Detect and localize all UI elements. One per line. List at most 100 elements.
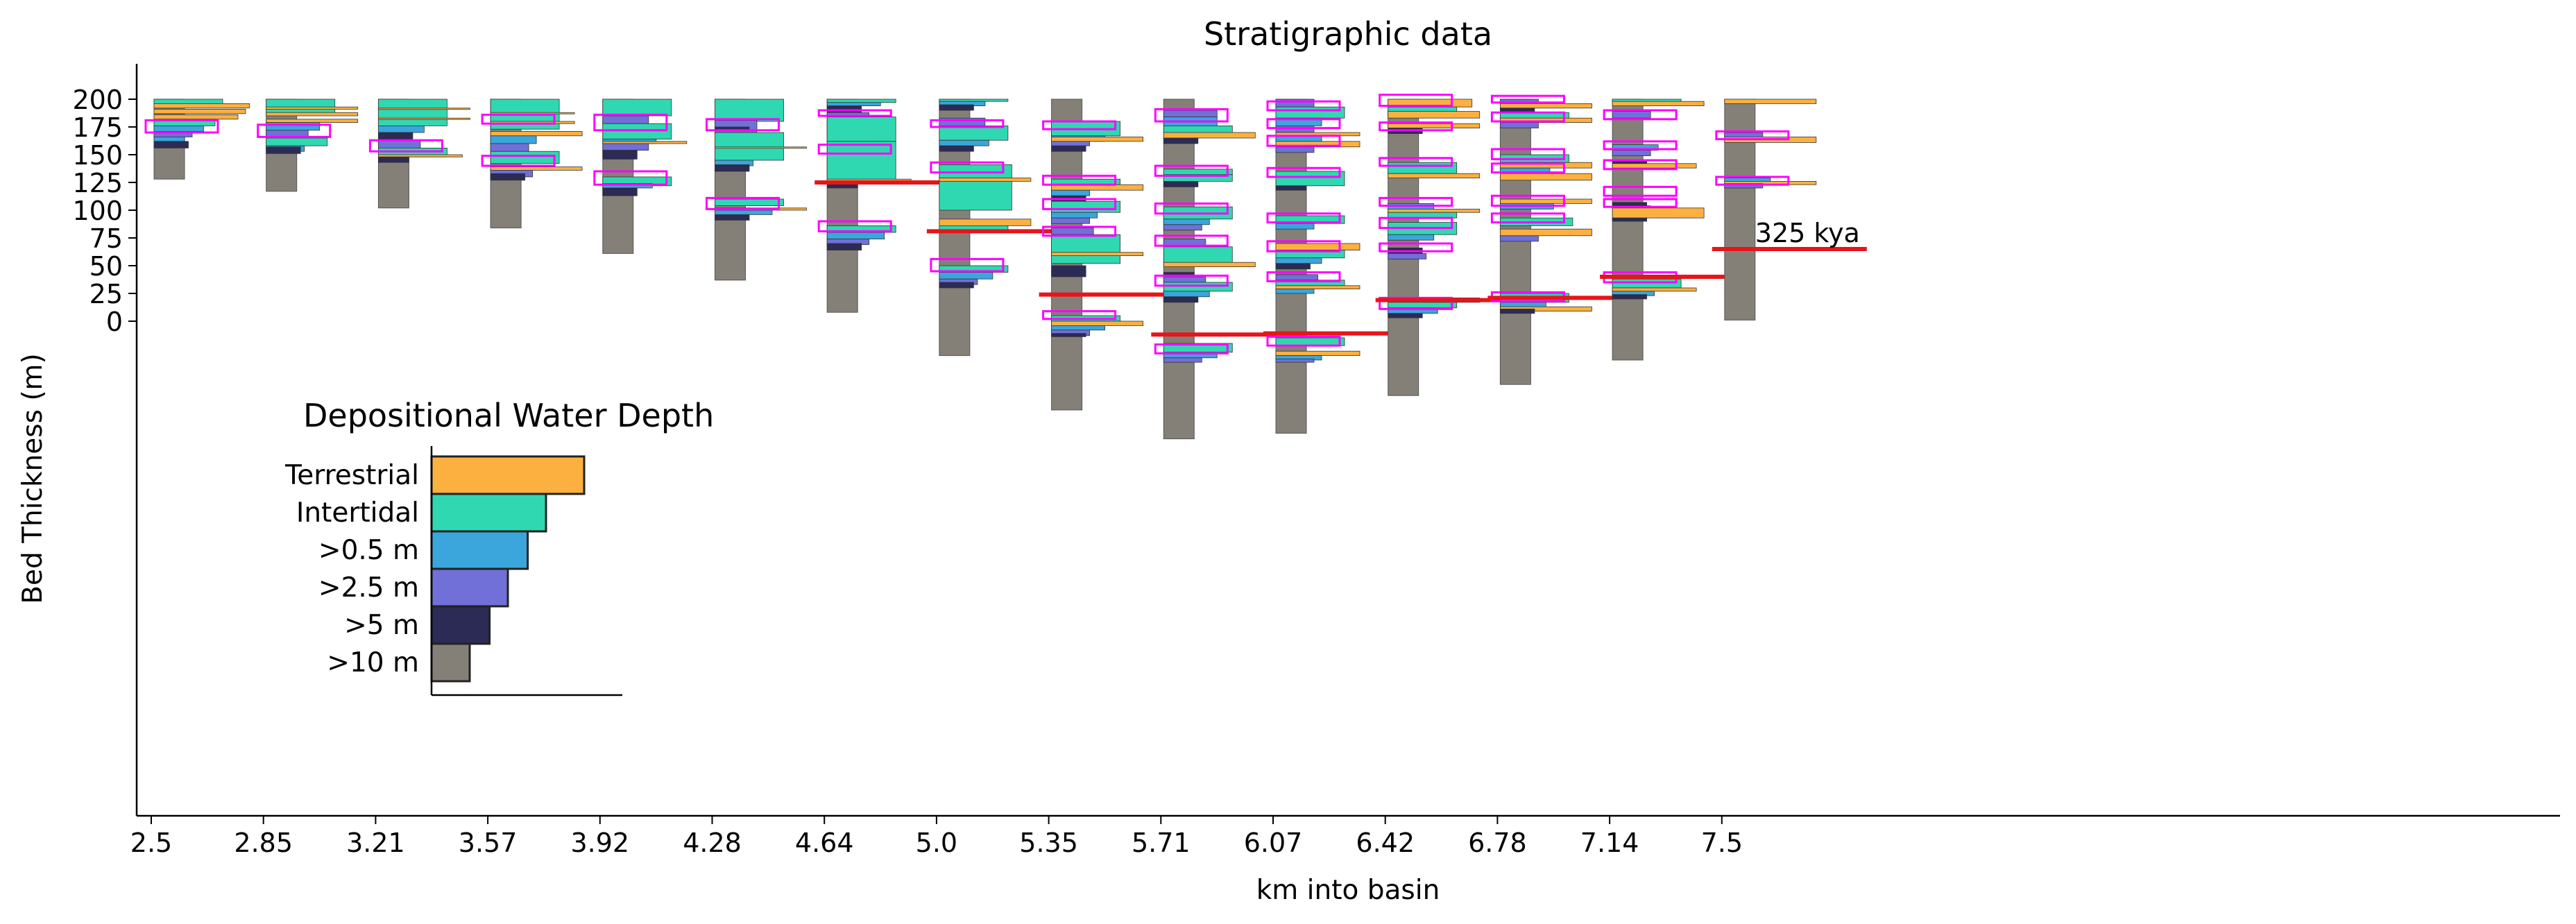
legend-bar: [430, 455, 586, 495]
bed-bar: [939, 145, 974, 152]
bed-bar: [602, 99, 672, 117]
highlight-box: [1266, 100, 1341, 112]
highlight-box: [1266, 135, 1341, 147]
bed-bar: [1275, 350, 1360, 357]
bed-bar: [378, 108, 470, 110]
y-tick-label: 25: [89, 279, 123, 309]
column-core: [1612, 99, 1644, 361]
bed-bar: [1388, 208, 1481, 213]
bed-bar: [1275, 243, 1360, 251]
highlight-box: [1042, 225, 1117, 237]
highlight-box: [1266, 166, 1341, 178]
highlight-box: [1154, 343, 1229, 354]
highlight-box: [930, 257, 1005, 273]
bed-bar: [1275, 285, 1360, 289]
bed-bar: [153, 141, 189, 148]
highlight-box: [706, 196, 780, 210]
strat-column: [1375, 94, 1530, 396]
bed-bar: [1051, 217, 1090, 224]
chart-title: Stratigraphic data: [1204, 15, 1492, 53]
x-tick-label: 2.5: [130, 828, 172, 858]
bed-bar: [939, 117, 986, 126]
bed-bar: [602, 187, 638, 196]
bed-bar: [1051, 320, 1143, 326]
column-core: [1499, 99, 1531, 385]
bed-bar: [1051, 145, 1086, 152]
bed-bar: [1275, 146, 1315, 153]
highlight-box: [1154, 164, 1229, 177]
bed-bar: [1163, 224, 1202, 231]
bed-bar: [153, 103, 250, 109]
bed-bar: [1612, 101, 1705, 106]
highlight-box: [1603, 109, 1678, 121]
highlight-box: [1379, 216, 1453, 230]
highlight-box: [1154, 234, 1229, 247]
age-annotation: 325 kya: [1755, 218, 1860, 248]
bed-bar: [602, 143, 649, 151]
bed-bar: [715, 132, 784, 161]
bed-bar: [1163, 219, 1210, 225]
highlight-box: [1042, 198, 1117, 210]
highlight-box: [1379, 196, 1453, 207]
bed-bar: [1724, 183, 1764, 189]
highlight-box: [1490, 212, 1565, 224]
bed-bar: [939, 104, 974, 111]
highlight-box: [144, 119, 219, 134]
x-axis-label: km into basin: [1256, 875, 1440, 906]
bed-bar: [266, 146, 301, 154]
bed-bar: [1499, 173, 1592, 181]
bed-bar: [1163, 282, 1233, 292]
bed-bar: [1275, 337, 1345, 346]
bed-bar: [1275, 141, 1360, 148]
bed-bar: [1499, 308, 1535, 314]
bed-bar: [602, 123, 672, 139]
strat-column: [481, 99, 583, 229]
legend-label: >5 m: [344, 610, 419, 641]
highlight-box: [368, 139, 443, 153]
bed-bar: [1275, 274, 1318, 281]
bed-bar: [1275, 257, 1322, 264]
bed-bar: [1051, 141, 1090, 146]
highlight-box: [1266, 212, 1341, 224]
bed-bar: [715, 198, 784, 207]
legend-label: >0.5 m: [318, 535, 419, 566]
bed-bar: [490, 143, 529, 152]
highlight-box: [1490, 94, 1565, 104]
bed-bar: [1388, 123, 1481, 128]
highlight-box: [930, 119, 1005, 128]
y-axis-label: Bed Thickness (m): [17, 353, 49, 604]
highlight-box: [1154, 108, 1229, 123]
bed-bar: [1051, 212, 1098, 219]
bed-bar: [1612, 202, 1648, 206]
bed-bar: [378, 139, 421, 148]
bed-bar: [1163, 180, 1199, 187]
bed-bar: [1499, 235, 1539, 242]
column-core: [1163, 99, 1195, 440]
bed-bar: [1388, 234, 1435, 241]
y-tick-label: 75: [89, 223, 123, 254]
x-tick-label: 6.78: [1468, 828, 1527, 858]
bed-bar: [826, 117, 896, 142]
bed-bar: [939, 282, 974, 289]
bed-bar: [1163, 357, 1202, 363]
bed-bar: [1051, 252, 1143, 256]
bed-bar: [826, 105, 862, 113]
strat-column: [706, 99, 807, 281]
highlight-box: [1379, 296, 1453, 310]
x-tick-label: 2.85: [234, 828, 293, 858]
x-tick-label: 7.14: [1580, 828, 1639, 858]
bed-bar: [1499, 122, 1539, 129]
bed-bar: [266, 122, 321, 131]
highlight-box: [593, 170, 668, 186]
bed-bar: [490, 151, 560, 164]
bed-bar: [1275, 185, 1307, 191]
legend: Depositional Water Depth Terrestrial Inte…: [284, 397, 714, 696]
bed-bar: [1275, 125, 1315, 133]
y-tick-label: 50: [89, 251, 123, 282]
bed-bar: [378, 156, 409, 163]
bed-bar: [1051, 234, 1120, 264]
highlight-box: [817, 109, 892, 117]
bed-bar: [939, 125, 1009, 141]
highlight-box: [1603, 140, 1678, 151]
